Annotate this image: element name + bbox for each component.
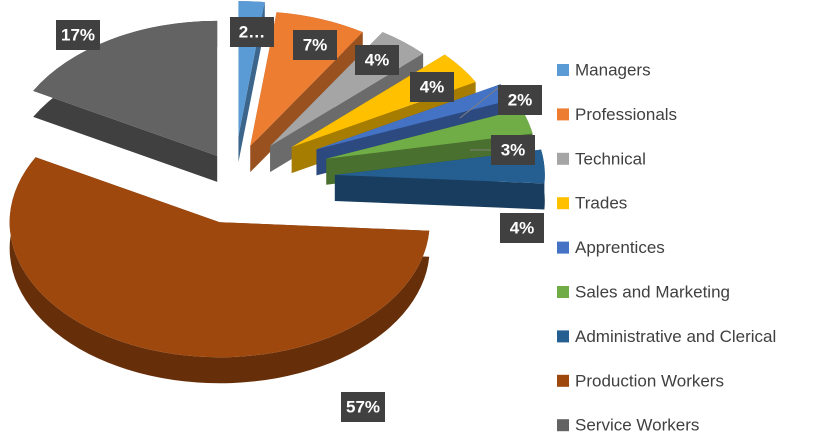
legend-label: Service Workers (575, 416, 699, 435)
data-label: 2% (508, 90, 533, 109)
data-label-box (355, 45, 399, 75)
data-label-box (500, 213, 544, 243)
slice (9, 157, 430, 358)
legend-swatch (557, 419, 569, 432)
data-label-box (491, 135, 535, 165)
legend-label: Technical (575, 149, 646, 168)
legend-label: Sales and Marketing (575, 282, 730, 301)
legend-label: Production Workers (575, 371, 724, 390)
data-label: 4% (510, 218, 535, 237)
data-label-box (230, 17, 274, 47)
data-label-box (56, 20, 100, 50)
slice (316, 84, 512, 150)
legend-label: Apprentices (575, 238, 665, 257)
data-label: 4% (420, 77, 445, 96)
data-label: 2… (239, 22, 265, 41)
slice (326, 109, 533, 159)
data-label-box (341, 392, 385, 422)
data-label: 4% (365, 50, 390, 69)
legend-swatch (557, 374, 569, 387)
legend-swatch (557, 330, 569, 343)
data-label-box (293, 30, 337, 60)
legend-swatch (557, 241, 569, 254)
legend-label: Professionals (575, 105, 677, 124)
slice (33, 20, 218, 156)
legend-swatch (557, 64, 569, 76)
legend-label: Trades (575, 194, 627, 213)
legend-swatch (557, 152, 569, 165)
data-label: 57% (346, 397, 380, 416)
data-label: 7% (303, 35, 328, 54)
legend-label: Managers (575, 60, 651, 79)
legend-swatch (557, 286, 569, 298)
data-label-box (498, 85, 542, 115)
legend-label: Administrative and Clerical (575, 327, 776, 346)
slice-side (250, 12, 363, 173)
data-label: 3% (501, 140, 526, 159)
data-label-box (410, 72, 454, 102)
legend-swatch (557, 108, 569, 121)
legend-swatch (557, 197, 569, 210)
data-label: 17% (61, 25, 95, 44)
